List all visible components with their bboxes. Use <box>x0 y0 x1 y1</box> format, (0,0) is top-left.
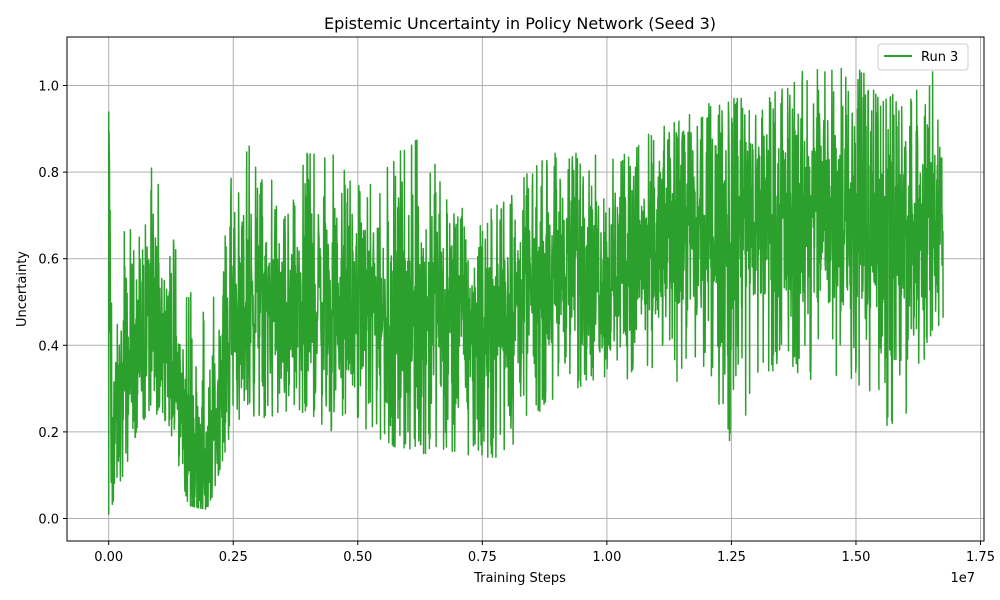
x-tick-label: 0.75 <box>468 550 497 565</box>
x-tick-label: 0.00 <box>94 550 123 565</box>
x-axis-label: Training Steps <box>473 571 566 586</box>
y-tick-label: 0.8 <box>38 166 59 181</box>
chart-title: Epistemic Uncertainty in Policy Network … <box>324 14 716 33</box>
axis-ticks: 0.00 0.25 0.50 0.75 1.00 1.25 1.50 1.75 0.0 0.2 0.… <box>38 79 995 565</box>
y-tick-label: 0.4 <box>38 339 59 354</box>
y-tick-label: 0.0 <box>38 512 59 527</box>
series-layer <box>107 67 944 515</box>
plot-frame <box>66 36 985 542</box>
x-tick-label: 1.50 <box>841 550 870 565</box>
y-tick-label: 0.6 <box>38 253 59 268</box>
legend-label-run-3: Run 3 <box>921 50 958 65</box>
x-tick-label: 0.25 <box>219 550 248 565</box>
x-tick-label: 1.75 <box>966 550 995 565</box>
legend: Run 3 <box>877 43 969 71</box>
legend-box <box>877 43 969 71</box>
y-tick-label: 0.2 <box>38 426 59 441</box>
y-axis-label: Uncertainty <box>15 251 30 327</box>
x-axis-offset-label: 1e7 <box>950 571 975 586</box>
series-line-run-3 <box>107 67 944 515</box>
y-tick-label: 1.0 <box>38 79 59 94</box>
x-tick-label: 1.25 <box>717 550 746 565</box>
x-tick-label: 0.50 <box>343 550 372 565</box>
x-tick-label: 1.00 <box>592 550 621 565</box>
